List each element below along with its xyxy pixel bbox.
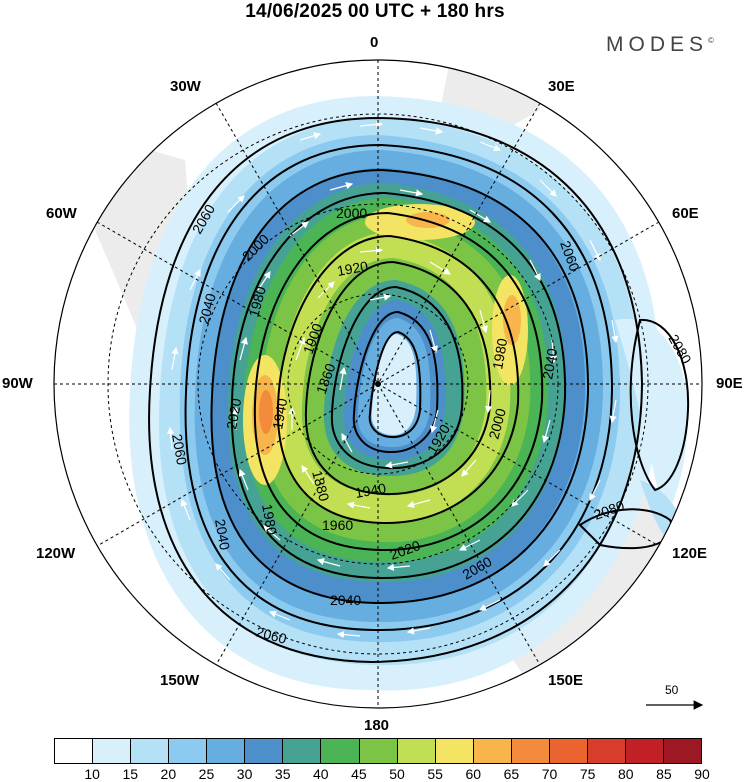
- contour-label: 1980: [245, 284, 269, 318]
- contour-label: 1880: [309, 469, 333, 503]
- reference-vector-label: 50: [665, 683, 679, 697]
- lon-label-60e: 60E: [672, 205, 699, 222]
- contour-label: 1920: [336, 258, 370, 279]
- lon-label-120w: 120W: [36, 545, 76, 562]
- contour-label: 1940: [354, 480, 388, 501]
- lon-label-150w: 150W: [160, 672, 200, 689]
- colorbar-swatch: [435, 739, 474, 763]
- wind-vectors: [166, 120, 619, 639]
- colorbar-swatch: [511, 739, 550, 763]
- lon-label-0: 0: [370, 34, 379, 51]
- colorbar-tick-label: 25: [198, 766, 215, 782]
- colorbar-swatch: [93, 739, 132, 763]
- contour-label: 2040: [539, 347, 560, 381]
- colorbar-tick-label: 20: [160, 766, 177, 782]
- contour-label: 2060: [254, 623, 288, 647]
- colorbar-swatch: [549, 739, 588, 763]
- lon-label-60w: 60W: [46, 205, 77, 222]
- lon-label-90w: 90W: [2, 375, 33, 392]
- lon-label-180: 180: [364, 717, 390, 734]
- colorbar-swatch: [625, 739, 664, 763]
- colorbar-tick-label: 30: [236, 766, 253, 782]
- colorbar-ticks: 10 15 20 25 30 35 40 45 50 55 60 65 70 75 80 85 90: [54, 766, 709, 782]
- colorbar-swatch: [587, 739, 626, 763]
- colorbar-tick-label: 15: [122, 766, 139, 782]
- contour-label: 1980: [259, 503, 280, 537]
- lon-label-30w: 30W: [170, 78, 201, 95]
- colorbar-swatch: [664, 739, 702, 763]
- contour-label: 2040: [195, 291, 219, 325]
- colorbar-tick-label: 65: [503, 766, 520, 782]
- lon-label-150e: 150E: [548, 672, 584, 689]
- contour-label: 2000: [336, 205, 367, 221]
- colorbar-tick-label: 90: [694, 766, 710, 782]
- colorbar-tick-label: 55: [427, 766, 443, 782]
- colorbar-tick-label: 60: [465, 766, 482, 782]
- colorbar-swatch: [397, 739, 436, 763]
- colorbar-tick-label: 35: [274, 766, 291, 782]
- colorbar-swatch: [283, 739, 322, 763]
- colorbar-swatch: [207, 739, 246, 763]
- colorbar-tick-label: 80: [617, 766, 634, 782]
- contour-label: 1980: [489, 337, 510, 371]
- colorbar-tick-label: 40: [313, 766, 329, 782]
- contour-label: 1940: [269, 397, 290, 431]
- contour-label: 1960: [322, 517, 353, 533]
- colorbar: [54, 738, 702, 764]
- colorbar-tick-label: 75: [579, 766, 596, 782]
- map-boundary: [53, 59, 703, 709]
- lon-label-120e: 120E: [672, 545, 708, 562]
- colorbar-tick-label: 70: [541, 766, 558, 782]
- colorbar-swatch: [169, 739, 208, 763]
- lon-label-90e: 90E: [716, 375, 743, 392]
- colorbar-tick-label: 10: [84, 766, 100, 782]
- pole-marker: [375, 381, 381, 387]
- contour-label: 2000: [485, 406, 509, 440]
- contour-label: 2020: [223, 397, 244, 431]
- brand-mark: ©: [708, 36, 714, 45]
- colorbar-tick-label: 85: [656, 766, 672, 782]
- colorbar-swatch: [473, 739, 512, 763]
- colorbar-swatch: [55, 739, 94, 763]
- colorbar-swatch: [359, 739, 398, 763]
- colorbar-tick-label: 45: [351, 766, 367, 782]
- contour-label: 2060: [169, 433, 190, 467]
- contour-label: 2040: [212, 518, 233, 552]
- lon-label-30e: 30E: [548, 78, 575, 95]
- colorbar-swatch: [245, 739, 284, 763]
- colorbar-swatch: [321, 739, 360, 763]
- colorbar-tick-label: 50: [389, 766, 405, 782]
- brand-logo: MODES©: [606, 33, 714, 57]
- brand-name: MODES: [606, 33, 709, 56]
- contour-label: 2040: [330, 592, 361, 608]
- colorbar-swatch: [131, 739, 170, 763]
- chart-title: 14/06/2025 00 UTC + 180 hrs: [245, 1, 505, 22]
